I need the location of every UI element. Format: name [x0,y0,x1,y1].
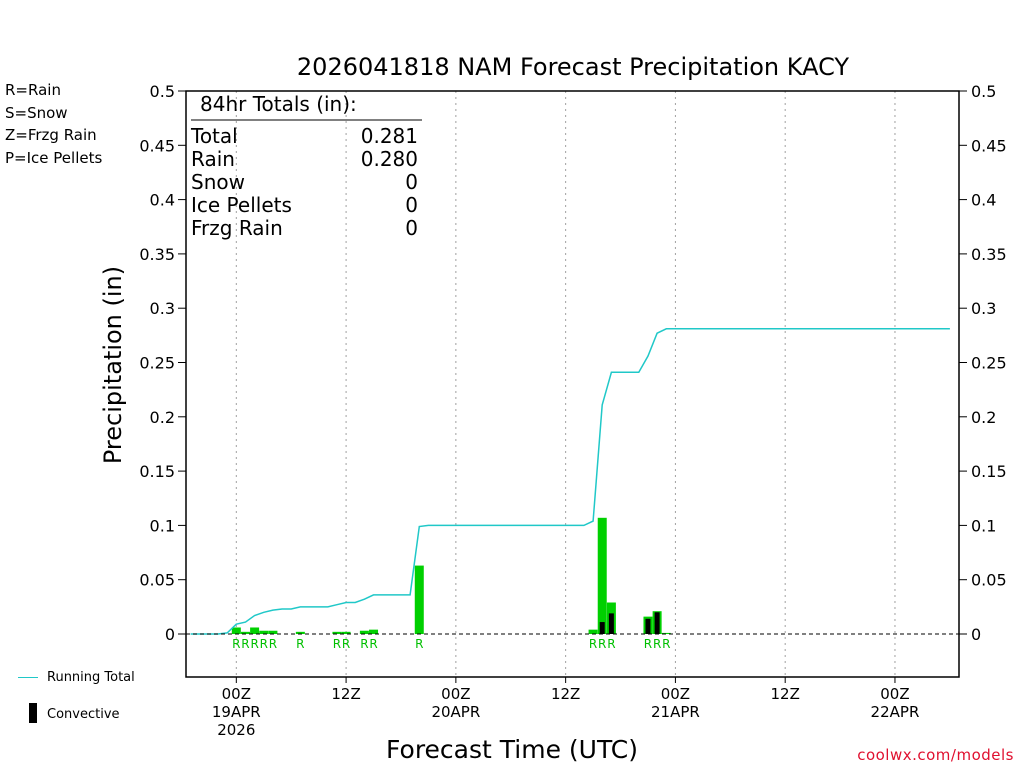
y-tick-label-left: 0.1 [150,516,175,535]
precip-type-marker: R [360,637,368,651]
y-tick-label-right: 0.3 [971,299,996,318]
rain-bar [597,517,607,634]
x-axis-label: Forecast Time (UTC) [386,735,638,764]
precip-type-marker: R [342,637,350,651]
x-tick-label: 12Z [551,685,580,703]
x-tick-label: 00Z [661,685,690,703]
convective-bar [654,612,660,634]
rain-bar [268,630,278,634]
y-tick-label-left: 0.4 [150,191,175,210]
x-tick-label: 12Z [771,685,800,703]
legend-snow-key: S=Snow [5,104,68,122]
convective-label: Convective [47,707,120,722]
rain-bar [414,565,424,634]
y-tick-label-left: 0.3 [150,299,175,318]
rain-bar [359,630,369,634]
convective-bar [599,622,605,634]
y-axis-label: Precipitation (in) [99,266,127,464]
totals-row-label: Frzg Rain [191,216,283,240]
precip-type-marker: R [662,637,670,651]
chart-title: 2026041818 NAM Forecast Precipitation KA… [297,53,850,81]
totals-row-value: 0 [405,216,418,240]
y-tick-label-right: 0.05 [971,571,1007,590]
x-tick-label: 12Z [331,685,360,703]
rain-bar [369,629,379,634]
rain-bar [250,627,260,634]
rain-bar [295,631,305,634]
legend-rain-key: R=Rain [5,81,61,99]
x-tick-label: 21APR [651,703,700,721]
rain-bar [259,630,269,634]
convective-bar [608,613,614,634]
y-tick-label-left: 0 [165,625,175,644]
y-tick-label-left: 0.2 [150,408,175,427]
y-tick-label-left: 0.05 [139,571,175,590]
totals-row-value: 0 [405,193,418,217]
precip-type-marker: R [589,637,597,651]
rain-bar [332,631,342,634]
totals-row-value: 0 [405,170,418,194]
rain-bar [588,629,598,634]
x-tick-label: 00Z [222,685,251,703]
rain-bar [231,627,241,634]
y-tick-label-left: 0.45 [139,136,175,155]
y-tick-label-left: 0.35 [139,245,175,264]
x-tick-label: 00Z [441,685,470,703]
totals-row-label: Total [190,124,238,148]
precip-type-marker: R [333,637,341,651]
convective-bar [645,618,651,634]
totals-row-label: Rain [191,147,235,171]
x-tick-label: 2026 [217,721,255,739]
y-tick-label-right: 0.4 [971,191,996,210]
convective-swatch [29,703,37,723]
y-tick-label-right: 0.35 [971,245,1007,264]
running-total-label: Running Total [47,670,135,685]
totals-row-value: 0.280 [361,147,418,171]
x-tick-label: 20APR [431,703,480,721]
y-tick-label-right: 0.2 [971,408,996,427]
x-tick-label: 19APR [212,703,261,721]
y-tick-label-right: 0.15 [971,462,1007,481]
y-tick-label-left: 0.15 [139,462,175,481]
precip-type-marker: R [260,637,268,651]
y-tick-label-left: 0.5 [150,82,175,101]
y-tick-label-right: 0.1 [971,516,996,535]
precip-type-marker: R [607,637,615,651]
running-total-line [190,328,950,635]
precip-type-marker: R [250,637,258,651]
precip-type-marker: R [232,637,240,651]
legend-frzg-rain-key: Z=Frzg Rain [5,126,97,144]
running-total-swatch [18,677,38,678]
legend-ice-pellets-key: P=Ice Pellets [5,149,103,167]
precip-type-marker: R [415,637,423,651]
rain-bar [341,631,351,634]
totals-row-label: Snow [191,170,245,194]
precip-type-marker: R [241,637,249,651]
precip-type-marker: R [369,637,377,651]
totals-header: 84hr Totals (in): [200,92,357,116]
x-tick-label: 22APR [871,703,920,721]
y-tick-label-left: 0.25 [139,354,175,373]
precip-type-marker: R [598,637,606,651]
precip-type-marker: R [653,637,661,651]
rain-bar [661,632,671,634]
plot-frame [185,90,960,678]
y-tick-label-right: 0.25 [971,354,1007,373]
y-tick-label-right: 0.45 [971,136,1007,155]
x-tick-label: 00Z [880,685,909,703]
totals-row-label: Ice Pellets [191,193,292,217]
rain-bar [240,631,250,634]
y-tick-label-right: 0.5 [971,82,996,101]
precip-type-marker: R [644,637,652,651]
precip-type-marker: R [296,637,304,651]
precip-type-marker: R [269,637,277,651]
y-tick-label-right: 0 [971,625,981,644]
credit-link[interactable]: coolwx.com/models [857,746,1014,764]
totals-row-value: 0.281 [361,124,418,148]
